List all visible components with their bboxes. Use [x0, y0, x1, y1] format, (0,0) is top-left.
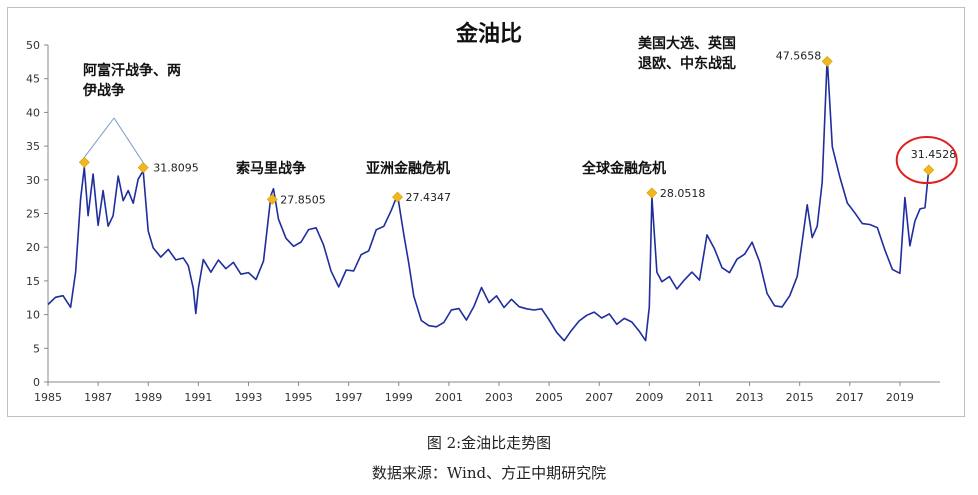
annotation-text: 全球金融危机 [581, 160, 666, 177]
data-label: 31.8095 [153, 162, 199, 175]
x-tick-label: 2015 [786, 391, 814, 404]
y-tick-label: 50 [26, 39, 40, 52]
y-tick-label: 25 [26, 208, 40, 221]
y-tick-label: 0 [33, 376, 40, 389]
x-tick-label: 1989 [134, 391, 162, 404]
highlight-marker [78, 156, 90, 168]
y-tick-label: 40 [26, 106, 40, 119]
annotation-text: 退欧、中东战乱 [638, 55, 736, 72]
data-label: 28.0518 [660, 187, 706, 200]
x-tick-label: 2009 [635, 391, 663, 404]
highlight-marker [266, 193, 278, 205]
gold-oil-ratio-chart: 金油比 0 5 10 15 20 25 30 35 40 45 50 1985 1987 1989 1991… [26, 21, 958, 404]
y-tick-label: 15 [26, 275, 40, 288]
figure-caption: 图 2:金油比走势图 [426, 434, 552, 452]
chart-frame: 金油比 0 5 10 15 20 25 30 35 40 45 50 1985 1987 1989 1991… [7, 7, 965, 417]
annotation-text: 阿富汗战争、两 [83, 62, 181, 79]
x-tick-label: 2013 [736, 391, 764, 404]
y-tick-label: 10 [26, 309, 40, 322]
x-tick-label: 1995 [285, 391, 313, 404]
chart-title: 金油比 [455, 21, 522, 47]
annotation-pointer [83, 117, 115, 158]
y-tick-label: 45 [26, 73, 40, 86]
x-tick-label: 1991 [184, 391, 212, 404]
data-label: 47.5658 [776, 49, 822, 62]
series-layer [47, 57, 930, 342]
data-label: 27.8505 [280, 193, 326, 206]
x-tick-label: 2011 [685, 391, 713, 404]
data-label: 31.4528 [911, 148, 957, 161]
y-tick-label: 35 [26, 140, 40, 153]
highlight-marker [646, 187, 658, 199]
annotation-pointer [113, 117, 144, 163]
x-tick-label: 2007 [585, 391, 613, 404]
x-tick-label: 2017 [836, 391, 864, 404]
x-tick-label: 2003 [485, 391, 513, 404]
series-line [47, 57, 930, 342]
x-tick-label: 1999 [385, 391, 413, 404]
x-tick-label: 1993 [234, 391, 262, 404]
x-tick-label: 1987 [84, 391, 112, 404]
highlight-marker [923, 164, 935, 176]
y-tick-label: 30 [26, 174, 40, 187]
x-tick-label: 1997 [335, 391, 363, 404]
highlight-marker [821, 55, 833, 67]
highlight-circle [895, 136, 958, 185]
annotation-text: 伊战争 [82, 82, 125, 99]
x-tick-label: 1985 [34, 391, 62, 404]
axis-ticks: 0 5 10 15 20 25 30 35 40 45 50 1985 1987 1989 1991 1993… [26, 39, 914, 404]
annotation-text: 美国大选、英国 [638, 35, 736, 52]
x-tick-label: 2001 [435, 391, 463, 404]
highlight-layer: 31.8095 27.8505 27.4347 28.0518 47.5658 31.45… [78, 49, 958, 206]
source-caption: 数据来源：Wind、方正中期研究院 [371, 464, 607, 482]
y-tick-label: 5 [33, 342, 40, 355]
data-label: 27.4347 [406, 191, 452, 204]
highlight-marker [137, 162, 149, 174]
annotation-text: 亚洲金融危机 [366, 160, 450, 177]
x-tick-label: 2019 [886, 391, 914, 404]
highlight-marker [392, 191, 403, 203]
x-tick-label: 2005 [535, 391, 563, 404]
annotation-text: 索马里战争 [236, 160, 306, 177]
y-tick-label: 20 [26, 241, 40, 254]
